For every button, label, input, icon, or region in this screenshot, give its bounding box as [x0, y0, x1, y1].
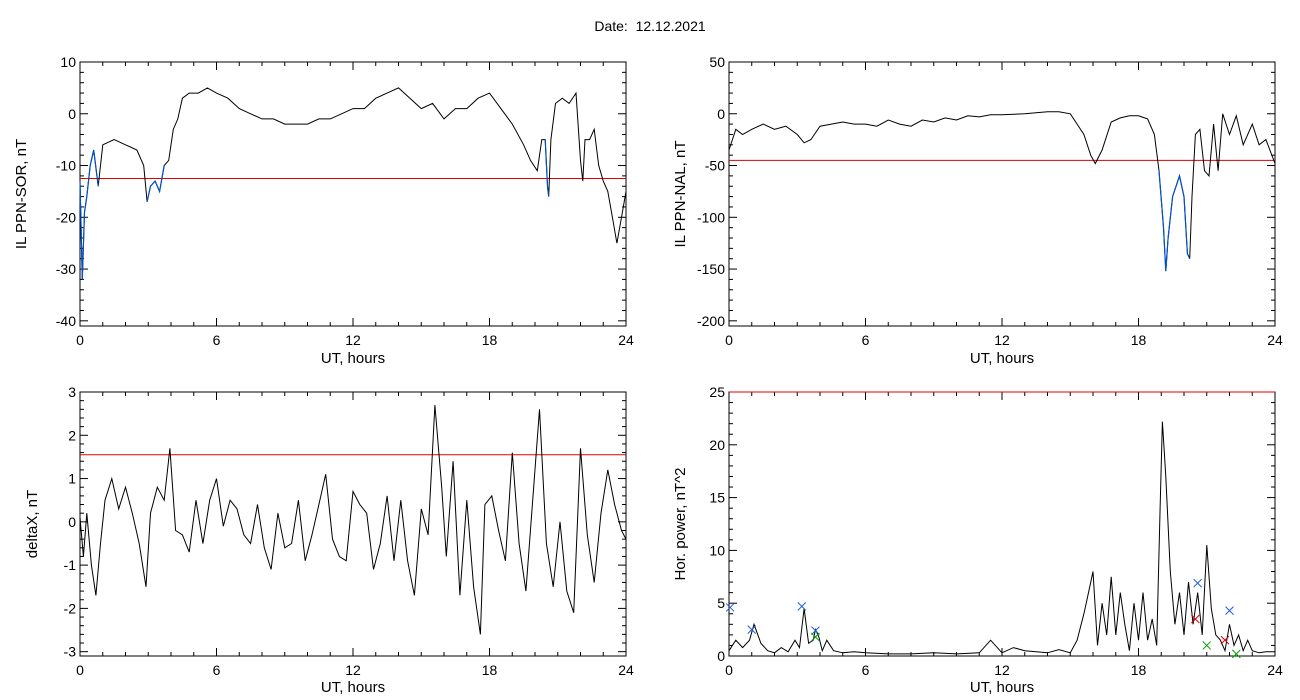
y-tick-label: -100 — [697, 209, 725, 225]
y-axis-label: Hor. power, nT^2 — [672, 468, 689, 581]
plot-frame — [79, 61, 627, 327]
y-tick-label: 2 — [68, 427, 76, 443]
x-tick-label: 12 — [994, 332, 1010, 348]
y-tick-label: 15 — [709, 490, 725, 506]
y-tick-label: 10 — [60, 54, 76, 70]
y-tick-label: -2 — [64, 600, 77, 616]
series-line — [728, 421, 1275, 655]
x-tick-label: 24 — [618, 332, 634, 348]
x-axis-label: UT, hours — [970, 350, 1034, 367]
cross-marker — [797, 602, 807, 611]
cross-marker — [1231, 649, 1241, 659]
x-tick-label: 18 — [482, 662, 498, 678]
y-axis-label: IL PPN-SOR, nT — [13, 139, 30, 249]
cross-marker — [1191, 614, 1200, 624]
y-tick-label: -1 — [64, 557, 77, 573]
y-tick-label: 0 — [717, 106, 725, 122]
x-tick-label: 18 — [1131, 662, 1147, 678]
y-tick-label: -20 — [56, 209, 76, 225]
y-tick-label: 0 — [717, 648, 725, 664]
x-tick-label: 12 — [345, 662, 361, 678]
cross-marker — [725, 603, 735, 612]
y-tick-label: 3 — [68, 384, 76, 400]
y-tick-label: -40 — [56, 313, 76, 329]
y-tick-label: -10 — [56, 158, 76, 174]
cross-marker — [1220, 635, 1230, 645]
y-tick-label: 1 — [68, 471, 76, 487]
x-tick-label: 24 — [1267, 332, 1283, 348]
highlight-segment — [146, 165, 165, 202]
x-tick-label: 6 — [213, 662, 221, 678]
x-tick-label: 6 — [862, 662, 870, 678]
x-tick-label: 0 — [76, 332, 84, 348]
cross-marker — [1225, 606, 1234, 615]
chart-panel-hor-power: UT, hours Hor. power, nT^2 0 6 12 18 24 0 5 10 1… — [672, 384, 1283, 696]
y-tick-label: 20 — [709, 437, 725, 453]
x-tick-label: 12 — [345, 332, 361, 348]
y-tick-label: 0 — [68, 106, 76, 122]
cross-marker — [747, 625, 757, 634]
x-axis-label: UT, hours — [970, 679, 1034, 696]
y-axis-label: IL PPN-NAL, nT — [672, 141, 689, 248]
y-tick-label: -200 — [697, 313, 725, 329]
x-tick-label: 18 — [482, 332, 498, 348]
cross-marker — [811, 626, 820, 636]
x-tick-label: 6 — [862, 332, 870, 348]
x-tick-label: 18 — [1131, 332, 1147, 348]
chart-panel-il-ppn-nal: UT, hours IL PPN-NAL, nT 0 6 12 18 24 -200 -15… — [672, 54, 1283, 367]
y-tick-label: 50 — [709, 54, 725, 70]
y-tick-label: -30 — [56, 261, 76, 277]
y-tick-label: -3 — [64, 644, 77, 660]
plot-frame — [79, 391, 627, 657]
cross-marker — [1193, 578, 1203, 588]
x-tick-label: 24 — [1267, 662, 1283, 678]
y-axis-label: deltaX, nT — [24, 490, 41, 558]
x-tick-label: 6 — [213, 332, 221, 348]
cross-marker — [811, 632, 820, 642]
y-tick-label: -150 — [697, 261, 725, 277]
y-tick-label: -50 — [705, 158, 725, 174]
y-tick-label: 0 — [68, 514, 76, 530]
chart-panel-il-ppn-sor: UT, hours IL PPN-SOR, nT 0 6 12 18 24 -40 -30 -… — [13, 54, 634, 367]
highlight-segment — [1158, 170, 1191, 272]
y-tick-label: 5 — [717, 595, 725, 611]
x-tick-label: 0 — [76, 662, 84, 678]
y-tick-label: 10 — [709, 542, 725, 558]
highlight-segment — [79, 149, 99, 280]
cross-marker — [1202, 641, 1212, 650]
x-tick-label: 24 — [618, 662, 634, 678]
x-axis-label: UT, hours — [321, 679, 385, 696]
series-line — [728, 111, 1276, 272]
x-tick-label: 0 — [725, 662, 733, 678]
x-tick-label: 12 — [994, 662, 1010, 678]
plot-frame — [728, 61, 1276, 327]
x-axis-label: UT, hours — [321, 350, 385, 367]
x-tick-label: 0 — [725, 332, 733, 348]
highlight-segment — [544, 139, 550, 197]
series-line — [79, 87, 627, 280]
page-title: Date: 12.12.2021 — [594, 18, 706, 34]
y-tick-label: 25 — [709, 384, 725, 400]
series-line — [79, 404, 627, 635]
